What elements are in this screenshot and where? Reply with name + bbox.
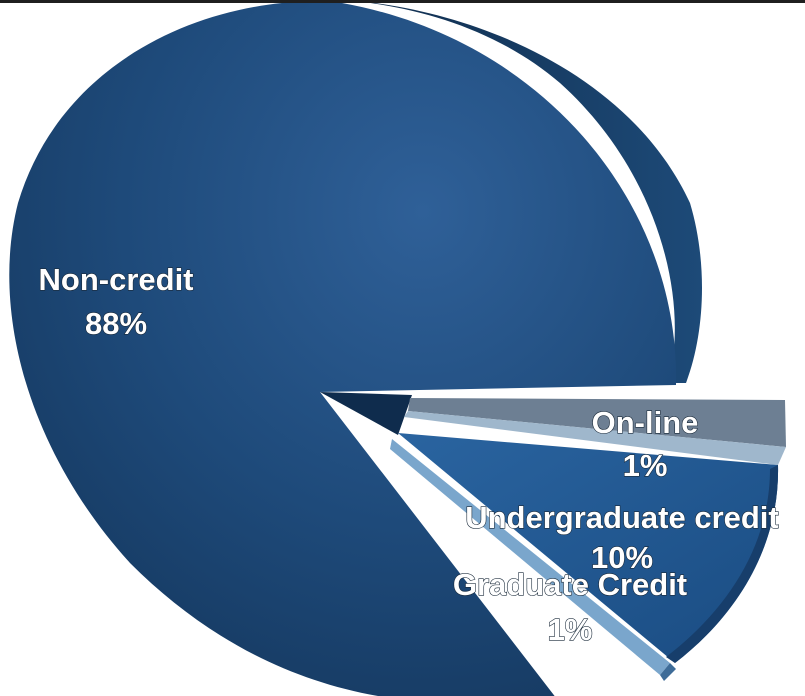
value-on-line: 1% (623, 448, 668, 483)
label-graduate-credit: Graduate Credit (453, 567, 687, 602)
slice-edge-undergraduate-credit (666, 465, 779, 663)
slice-edge-graduate-credit (660, 663, 676, 681)
slice-edge-on-line (404, 411, 786, 465)
label-on-line: On-line (592, 405, 699, 440)
slice-non-credit[interactable] (9, 3, 677, 696)
label-non-credit: Non-credit (39, 262, 194, 297)
value-graduate-credit: 1% (548, 612, 593, 647)
label-undergraduate-credit: Undergraduate credit (465, 500, 779, 535)
slice-depth-shadow (320, 392, 412, 435)
slice-undergraduate-credit[interactable] (398, 433, 779, 663)
value-undergraduate-credit: 10% (591, 540, 653, 575)
pie-chart: Non-credit 88% On-line 1% Undergraduate … (9, 3, 786, 696)
value-non-credit: 88% (85, 306, 147, 341)
slice-on-line[interactable] (408, 398, 786, 447)
slice-graduate-credit[interactable] (390, 439, 670, 675)
